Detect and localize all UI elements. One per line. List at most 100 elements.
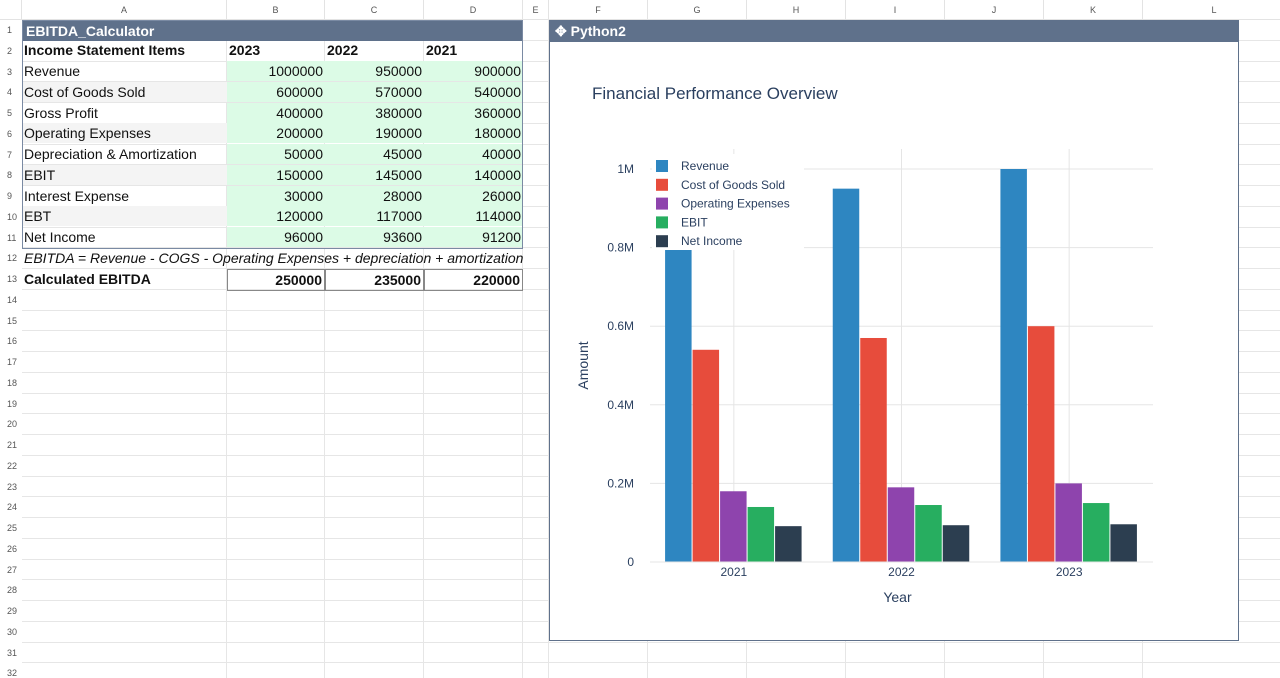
legend-swatch (656, 216, 668, 229)
item-label[interactable]: Operating Expenses (22, 123, 227, 144)
row-header-23[interactable]: 23 (7, 481, 18, 492)
column-header-D[interactable]: D (424, 0, 523, 20)
row-header-8[interactable]: 8 (7, 170, 13, 181)
bar-revenue-2022 (832, 188, 860, 562)
value-2023[interactable]: 50000 (227, 144, 325, 164)
row-header-29[interactable]: 29 (7, 606, 18, 616)
column-header-C[interactable]: C (325, 0, 424, 20)
row-header-31[interactable]: 31 (7, 647, 18, 658)
column-header-B[interactable]: B (227, 0, 325, 20)
column-header-L[interactable]: L (1143, 0, 1280, 20)
row-header-22[interactable]: 22 (7, 460, 18, 471)
value-2022[interactable]: 380000 (325, 102, 424, 123)
item-label[interactable]: Cost of Goods Sold (22, 81, 227, 102)
formula-note[interactable]: EBITDA = Revenue - COGS - Operating Expe… (24, 250, 524, 266)
row-header-10[interactable]: 10 (7, 211, 18, 222)
value-2023[interactable]: 400000 (227, 102, 325, 123)
value-2022[interactable]: 117000 (325, 206, 424, 227)
column-header-F[interactable]: F (549, 0, 648, 20)
grid-line (522, 20, 523, 678)
row-header-15[interactable]: 15 (7, 315, 18, 326)
corner-cell[interactable] (0, 0, 22, 20)
row-header-3[interactable]: 3 (7, 66, 13, 77)
row-header-2[interactable]: 2 (7, 45, 13, 56)
value-2022[interactable]: 45000 (325, 144, 424, 164)
value-2021[interactable]: 114000 (424, 206, 523, 227)
item-label[interactable]: EBIT (22, 164, 227, 185)
row-header-12[interactable]: 12 (7, 253, 18, 264)
column-header-H[interactable]: H (747, 0, 846, 20)
row-header-19[interactable]: 19 (7, 398, 18, 409)
row-header-27[interactable]: 27 (7, 564, 18, 575)
row-header-6[interactable]: 6 (7, 128, 13, 139)
calc-2023[interactable]: 250000 (227, 269, 325, 291)
column-header-G[interactable]: G (648, 0, 747, 20)
chart-panel[interactable]: Financial Performance Overview 0 0.2M 0.4M 0… (549, 20, 1239, 641)
value-2023[interactable]: 120000 (227, 206, 325, 227)
row-header-9[interactable]: 9 (7, 191, 13, 201)
grid-line (324, 20, 325, 678)
column-header-E[interactable]: E (523, 0, 549, 20)
column-header-A[interactable]: A (22, 0, 227, 20)
value-2021[interactable]: 40000 (424, 144, 523, 164)
value-2022[interactable]: 190000 (325, 123, 424, 144)
row-header-17[interactable]: 17 (7, 357, 18, 367)
row-header-18[interactable]: 18 (7, 377, 18, 388)
row-header-7[interactable]: 7 (7, 149, 13, 160)
row-header-14[interactable]: 14 (7, 294, 18, 305)
row-header-24[interactable]: 24 (7, 502, 18, 513)
chart-panel-header[interactable]: ✥ Python2 (550, 21, 1238, 42)
value-2023[interactable]: 150000 (227, 164, 325, 185)
value-2023[interactable]: 200000 (227, 123, 325, 144)
value-2021[interactable]: 360000 (424, 102, 523, 123)
value-2022[interactable]: 950000 (325, 61, 424, 81)
column-header-J[interactable]: J (945, 0, 1044, 20)
row-header-13[interactable]: 13 (7, 274, 18, 284)
row-header-32[interactable]: 32 (7, 668, 18, 678)
item-label[interactable]: Revenue (24, 63, 81, 79)
value-2023[interactable]: 96000 (227, 227, 325, 247)
row-header-28[interactable]: 28 (7, 585, 18, 596)
value-2021[interactable]: 91200 (424, 227, 523, 247)
value-2021[interactable]: 180000 (424, 123, 523, 144)
value-2023[interactable]: 30000 (227, 185, 325, 206)
value-2021[interactable]: 540000 (424, 81, 523, 102)
value-2022[interactable]: 570000 (325, 81, 424, 102)
row-header-20[interactable]: 20 (7, 419, 18, 430)
calc-2022[interactable]: 235000 (325, 269, 424, 291)
panel-title: Python2 (570, 23, 626, 39)
table-title[interactable]: EBITDA_Calculator (23, 21, 522, 41)
python-icon: ✥ (555, 23, 571, 39)
value-2022[interactable]: 28000 (325, 185, 424, 206)
row-header-21[interactable]: 21 (7, 440, 18, 450)
item-label[interactable]: Net Income (24, 229, 96, 245)
x-tick-label: 2021 (720, 565, 747, 579)
row-header-26[interactable]: 26 (7, 543, 18, 554)
value-2023[interactable]: 600000 (227, 81, 325, 102)
calc-label[interactable]: Calculated EBITDA (24, 271, 151, 287)
value-2021[interactable]: 900000 (424, 61, 523, 81)
row-header-25[interactable]: 25 (7, 523, 18, 533)
header-2023[interactable]: 2023 (229, 42, 261, 58)
column-header-I[interactable]: I (846, 0, 945, 20)
header-items[interactable]: Income Statement Items (24, 42, 186, 58)
calc-2021[interactable]: 220000 (424, 269, 523, 291)
column-header-K[interactable]: K (1044, 0, 1143, 20)
row-header-30[interactable]: 30 (7, 626, 18, 637)
row-header-4[interactable]: 4 (7, 87, 13, 98)
value-2022[interactable]: 93600 (325, 227, 424, 247)
item-label[interactable]: Interest Expense (24, 187, 130, 204)
value-2022[interactable]: 145000 (325, 164, 424, 185)
value-2023[interactable]: 1000000 (227, 61, 325, 81)
row-header-5[interactable]: 5 (7, 108, 13, 118)
row-header-1[interactable]: 1 (7, 25, 13, 35)
row-header-16[interactable]: 16 (7, 336, 18, 347)
item-label[interactable]: Gross Profit (24, 104, 98, 121)
header-2022[interactable]: 2022 (327, 42, 359, 58)
header-2021[interactable]: 2021 (426, 42, 458, 58)
value-2021[interactable]: 26000 (424, 185, 523, 206)
item-label[interactable]: Depreciation & Amortization (24, 146, 197, 162)
value-2021[interactable]: 140000 (424, 164, 523, 185)
row-header-11[interactable]: 11 (7, 232, 17, 243)
item-label[interactable]: EBT (22, 206, 227, 227)
